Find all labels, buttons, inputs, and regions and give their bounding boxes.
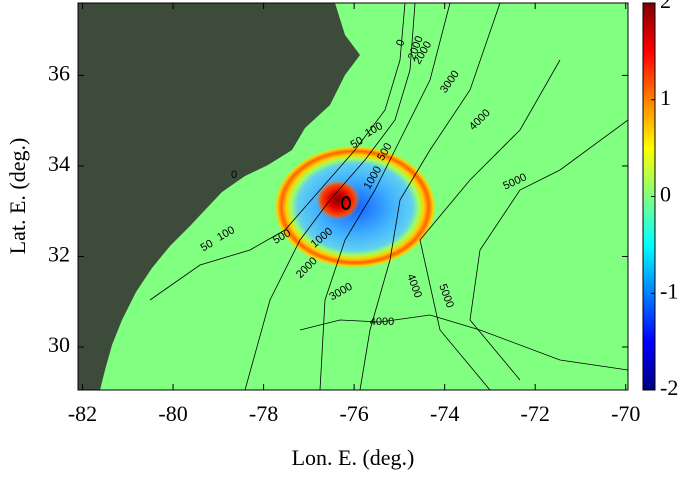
contour-label: 0 <box>394 38 407 48</box>
x-axis-label: Lon. E. (deg.) <box>292 445 415 470</box>
x-tick-label: -76 <box>339 401 368 426</box>
map-area <box>78 3 628 390</box>
x-tick-label: -80 <box>158 401 187 426</box>
y-tick-label: 30 <box>48 332 70 357</box>
land <box>78 3 360 390</box>
colorbar-tick-label: 0 <box>660 182 671 207</box>
y-tick-label: 34 <box>48 151 70 176</box>
x-tick-label: -82 <box>68 401 97 426</box>
x-tick-label: -72 <box>521 401 550 426</box>
contour-label: 4000 <box>370 316 394 328</box>
colorbar-tick-label: 2 <box>660 0 671 13</box>
contour-label: 0 <box>231 169 237 181</box>
contour-label: 50 <box>349 135 366 152</box>
y-tick-label: 36 <box>48 60 70 85</box>
x-tick-label: -78 <box>249 401 278 426</box>
contours <box>149 3 628 390</box>
x-tick-label: -70 <box>611 401 640 426</box>
x-tick-label: -74 <box>430 401 459 426</box>
anomaly-core <box>316 180 360 220</box>
contour-label: 50 <box>199 238 216 255</box>
colorbar-tick-label: 1 <box>660 85 671 110</box>
y-axis-label: Lat. E. (deg.) <box>5 138 30 255</box>
center-marker <box>341 196 351 210</box>
y-tick-label: 32 <box>48 242 70 267</box>
colorbar-tick-label: -2 <box>660 375 678 400</box>
plot-frame <box>77 2 629 391</box>
colorbar-tick-label: -1 <box>660 278 678 303</box>
